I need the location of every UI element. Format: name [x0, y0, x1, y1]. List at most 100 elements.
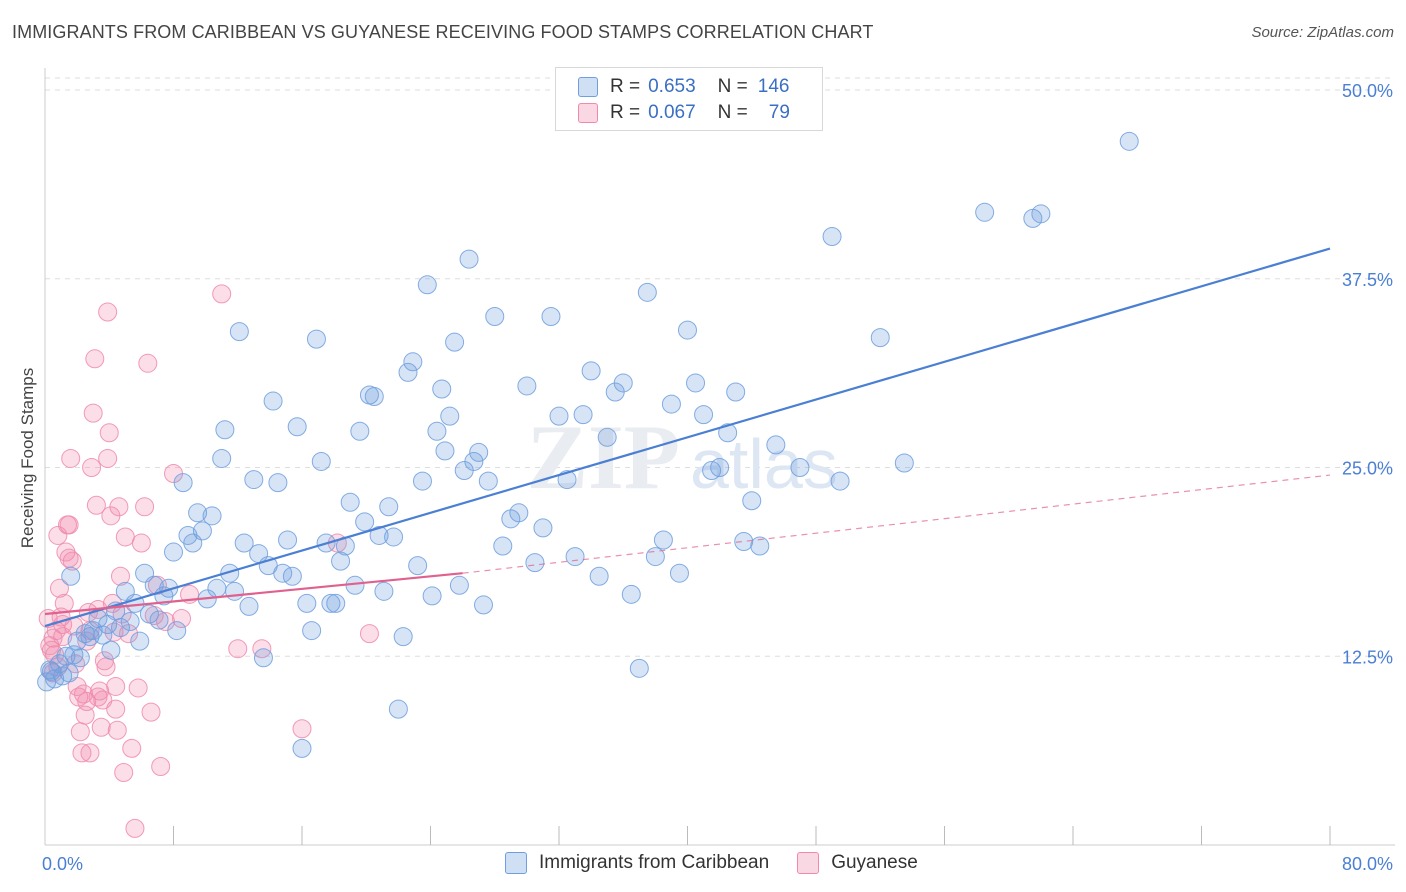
caribbean-point [589, 566, 609, 586]
series-swatch-guyanese [797, 852, 820, 874]
caribbean-point [253, 648, 273, 668]
guyanese-trend-line [44, 572, 463, 616]
caribbean-point [669, 563, 689, 583]
caribbean-point [164, 542, 183, 562]
caribbean-point [621, 584, 641, 604]
caribbean-point [686, 373, 706, 393]
caribbean-point [306, 329, 326, 349]
caribbean-point [321, 593, 341, 613]
guyanese-point [110, 566, 130, 586]
caribbean-point [110, 618, 130, 638]
guyanese-point [59, 515, 79, 535]
guyanese-trend-extension [462, 474, 1331, 574]
guyanese-point [86, 495, 106, 515]
caribbean-points [37, 131, 1139, 758]
series-legend-guyanese: Guyanese [797, 852, 918, 874]
caribbean-point [388, 699, 408, 719]
caribbean-point [188, 503, 208, 523]
caribbean-point [101, 640, 121, 660]
caribbean-point [440, 406, 460, 426]
caribbean-point [474, 595, 494, 615]
guyanese-point [292, 719, 312, 739]
caribbean-point [1119, 131, 1139, 151]
guyanese-point [77, 692, 97, 712]
caribbean-point [225, 581, 245, 601]
watermark-atlas: atlas [690, 425, 838, 503]
caribbean-point [541, 307, 561, 326]
guyanese-point [83, 403, 103, 423]
guyanese-point [70, 722, 90, 742]
caribbean-point [130, 631, 150, 651]
guyanese-point [109, 497, 129, 517]
caribbean-point [369, 525, 389, 545]
guyanese-point [172, 609, 192, 628]
guyanese-point [107, 720, 127, 740]
stats-legend: R = 0.653 N = 146 R = 0.067 N = 79 [555, 67, 823, 131]
caribbean-point [581, 361, 601, 381]
caribbean-point [202, 506, 222, 526]
legend-n-label: N = [717, 76, 748, 97]
grid-lines [45, 77, 1395, 657]
caribbean-point [59, 663, 79, 683]
y-axis-label: Receiving Food Stamps [18, 367, 37, 549]
guyanese-point [85, 349, 105, 369]
axes [44, 68, 1395, 846]
caribbean-point [790, 458, 810, 477]
caribbean-point [975, 202, 995, 222]
caribbean-trend-line [44, 247, 1331, 628]
guyanese-point [212, 284, 232, 304]
guyanese-point [106, 699, 126, 719]
caribbean-point [40, 660, 60, 680]
guyanese-point [94, 651, 114, 671]
guyanese-point [128, 678, 148, 698]
caribbean-point [597, 427, 617, 447]
caribbean-point [525, 553, 545, 573]
caribbean-point [268, 473, 288, 493]
guyanese-point [96, 657, 116, 677]
caribbean-point [766, 435, 786, 455]
series-legend: Immigrants from Caribbean Guyanese [505, 852, 946, 874]
caribbean-point [1031, 204, 1051, 224]
caribbean-point [220, 563, 240, 583]
series-label-caribbean: Immigrants from Caribbean [539, 852, 770, 873]
tick-labels: 12.5% 25.0% 37.5% 50.0% 0.0% 80.0% [42, 81, 1393, 874]
guyanese-point [359, 624, 379, 644]
caribbean-point [464, 451, 484, 471]
caribbean-point [653, 530, 673, 550]
guyanese-point [151, 756, 171, 776]
caribbean-point [726, 382, 746, 402]
caribbean-point [379, 497, 399, 517]
guyanese-points [38, 284, 379, 838]
caribbean-point [234, 533, 254, 553]
caribbean-point [549, 406, 569, 426]
caribbean-point [278, 530, 298, 550]
guyanese-point [125, 818, 145, 838]
guyanese-point [91, 717, 111, 737]
guyanese-point [72, 743, 92, 763]
legend-r-label: R = [610, 102, 641, 123]
caribbean-point [445, 332, 465, 352]
caribbean-point [244, 470, 264, 490]
caribbean-point [417, 275, 437, 295]
caribbean-point [398, 362, 418, 382]
caribbean-point [212, 448, 232, 468]
caribbean-point [718, 423, 738, 443]
caribbean-point [229, 322, 249, 342]
caribbean-point [192, 521, 212, 541]
guyanese-point [122, 738, 142, 758]
caribbean-point [93, 625, 113, 645]
series-swatch-caribbean [505, 852, 527, 874]
guyanese-point [80, 743, 100, 763]
caribbean-point [393, 627, 413, 647]
guyanese-point [131, 533, 151, 553]
caribbean-point [822, 226, 842, 246]
caribbean-point [427, 421, 447, 441]
guyanese-point [115, 527, 135, 547]
guyanese-point [75, 705, 95, 725]
x-tick-label: 80.0% [1342, 854, 1393, 874]
guyanese-point [135, 497, 155, 517]
caribbean-point [565, 547, 585, 567]
legend-swatch-caribbean [578, 77, 598, 97]
caribbean-point [449, 575, 469, 595]
